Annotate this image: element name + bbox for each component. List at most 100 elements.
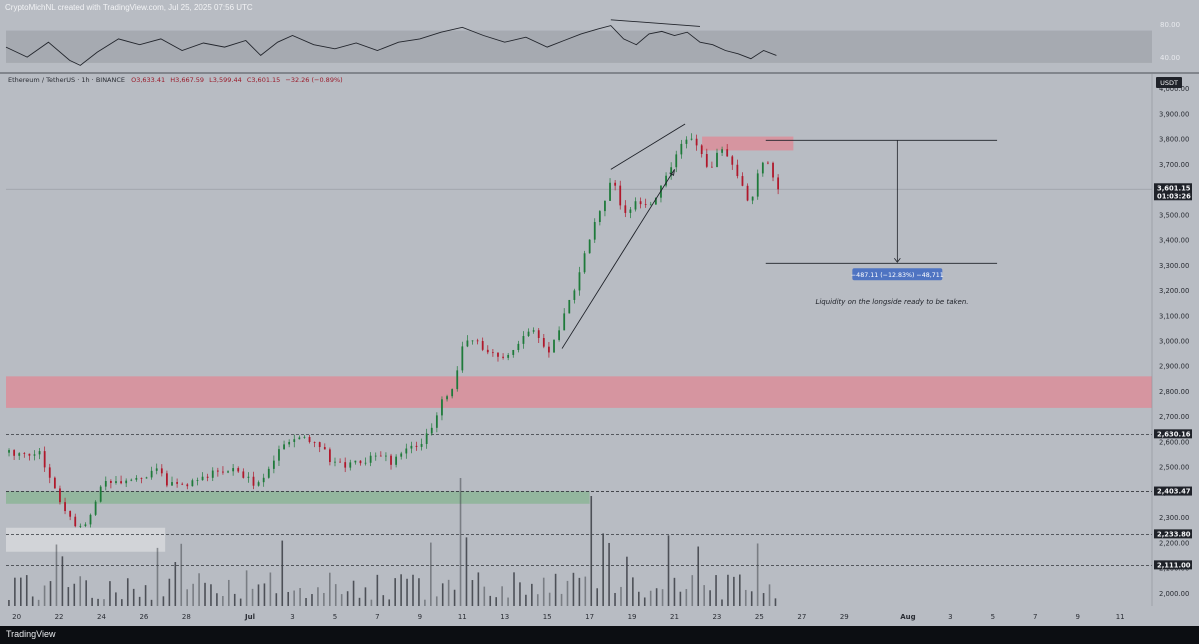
candle-body[interactable]	[624, 205, 627, 213]
candle-body[interactable]	[680, 143, 683, 155]
candle-body[interactable]	[466, 340, 469, 347]
candle-body[interactable]	[349, 462, 352, 468]
candle-body[interactable]	[59, 488, 61, 503]
candle-body[interactable]	[64, 502, 66, 512]
candle-body[interactable]	[28, 453, 31, 456]
candle-body[interactable]	[649, 204, 652, 206]
candle-body[interactable]	[247, 476, 250, 478]
candle-body[interactable]	[527, 331, 530, 337]
candle-body[interactable]	[537, 330, 540, 339]
candle-body[interactable]	[558, 330, 561, 340]
candle-body[interactable]	[334, 461, 336, 463]
candle-body[interactable]	[278, 449, 280, 461]
candle-body[interactable]	[283, 444, 285, 450]
candle-body[interactable]	[410, 445, 413, 449]
candle-body[interactable]	[721, 149, 723, 153]
candle-body[interactable]	[705, 154, 708, 167]
candle-body[interactable]	[751, 196, 754, 201]
candle-body[interactable]	[716, 152, 718, 167]
candle-body[interactable]	[634, 201, 637, 210]
candle-body[interactable]	[293, 439, 296, 442]
candle-body[interactable]	[84, 524, 87, 526]
candle-body[interactable]	[435, 415, 438, 428]
candle-body[interactable]	[216, 470, 219, 472]
candle-body[interactable]	[150, 470, 153, 478]
candle-body[interactable]	[522, 336, 525, 344]
candle-body[interactable]	[629, 209, 632, 213]
candle-body[interactable]	[176, 482, 179, 484]
candle-body[interactable]	[364, 462, 367, 464]
candle-body[interactable]	[130, 479, 133, 481]
candle-body[interactable]	[583, 253, 586, 273]
candle-body[interactable]	[196, 480, 199, 481]
candle-body[interactable]	[451, 389, 454, 397]
candle-body[interactable]	[593, 222, 596, 240]
candle-body[interactable]	[415, 445, 418, 447]
candle-body[interactable]	[8, 450, 10, 453]
candle-body[interactable]	[578, 272, 581, 291]
candle-body[interactable]	[145, 477, 148, 479]
candle-body[interactable]	[109, 481, 112, 483]
candle-body[interactable]	[736, 164, 739, 177]
candle-body[interactable]	[23, 453, 26, 454]
candle-body[interactable]	[430, 427, 433, 434]
candle-body[interactable]	[104, 481, 107, 487]
candle-body[interactable]	[354, 460, 357, 463]
candle-body[interactable]	[33, 454, 36, 456]
candle-body[interactable]	[237, 468, 240, 472]
candle-body[interactable]	[695, 138, 698, 146]
candle-body[interactable]	[115, 481, 117, 483]
candle-body[interactable]	[425, 433, 428, 444]
candle-body[interactable]	[441, 399, 443, 416]
candle-body[interactable]	[491, 352, 494, 354]
candle-body[interactable]	[609, 182, 611, 201]
candle-body[interactable]	[568, 299, 571, 314]
candle-body[interactable]	[670, 167, 673, 176]
candle-body[interactable]	[69, 511, 72, 517]
candle-body[interactable]	[395, 456, 398, 465]
candle-body[interactable]	[644, 204, 647, 205]
rsi-divergence-line[interactable]	[610, 19, 701, 27]
trend-arrow-line[interactable]	[561, 169, 675, 349]
candle-body[interactable]	[675, 154, 678, 168]
candle-body[interactable]	[726, 149, 729, 157]
candle-body[interactable]	[94, 501, 97, 515]
candles-layer[interactable]	[8, 133, 780, 528]
candle-body[interactable]	[257, 482, 260, 486]
candle-body[interactable]	[379, 455, 382, 457]
candle-body[interactable]	[598, 211, 601, 223]
candle-body[interactable]	[563, 313, 566, 331]
candle-body[interactable]	[242, 471, 245, 478]
candle-body[interactable]	[746, 185, 749, 201]
candle-body[interactable]	[604, 200, 606, 212]
candle-body[interactable]	[654, 197, 657, 205]
candle-body[interactable]	[120, 481, 122, 484]
candle-body[interactable]	[548, 346, 550, 353]
candle-body[interactable]	[272, 460, 275, 469]
candle-body[interactable]	[665, 175, 667, 186]
candle-body[interactable]	[532, 330, 535, 332]
candle-body[interactable]	[390, 455, 392, 465]
candle-body[interactable]	[767, 162, 769, 164]
drawings-layer[interactable]: −487.11 (−12.83%) −48,711	[561, 123, 998, 349]
candle-body[interactable]	[497, 352, 499, 357]
candle-body[interactable]	[166, 473, 168, 486]
candle-body[interactable]	[43, 451, 46, 468]
candle-body[interactable]	[201, 476, 204, 481]
candle-body[interactable]	[262, 477, 265, 483]
candle-body[interactable]	[339, 461, 341, 463]
candle-body[interactable]	[461, 346, 464, 371]
candle-body[interactable]	[232, 468, 235, 472]
candle-body[interactable]	[318, 442, 321, 448]
candle-body[interactable]	[211, 470, 214, 478]
candle-body[interactable]	[639, 201, 642, 205]
candle-body[interactable]	[741, 176, 744, 186]
candle-body[interactable]	[374, 455, 377, 457]
candle-body[interactable]	[446, 396, 448, 400]
candle-body[interactable]	[222, 471, 224, 473]
candle-body[interactable]	[777, 177, 780, 190]
candle-body[interactable]	[323, 447, 326, 450]
candle-body[interactable]	[186, 484, 189, 487]
candle-body[interactable]	[588, 239, 591, 254]
candle-body[interactable]	[171, 482, 173, 486]
